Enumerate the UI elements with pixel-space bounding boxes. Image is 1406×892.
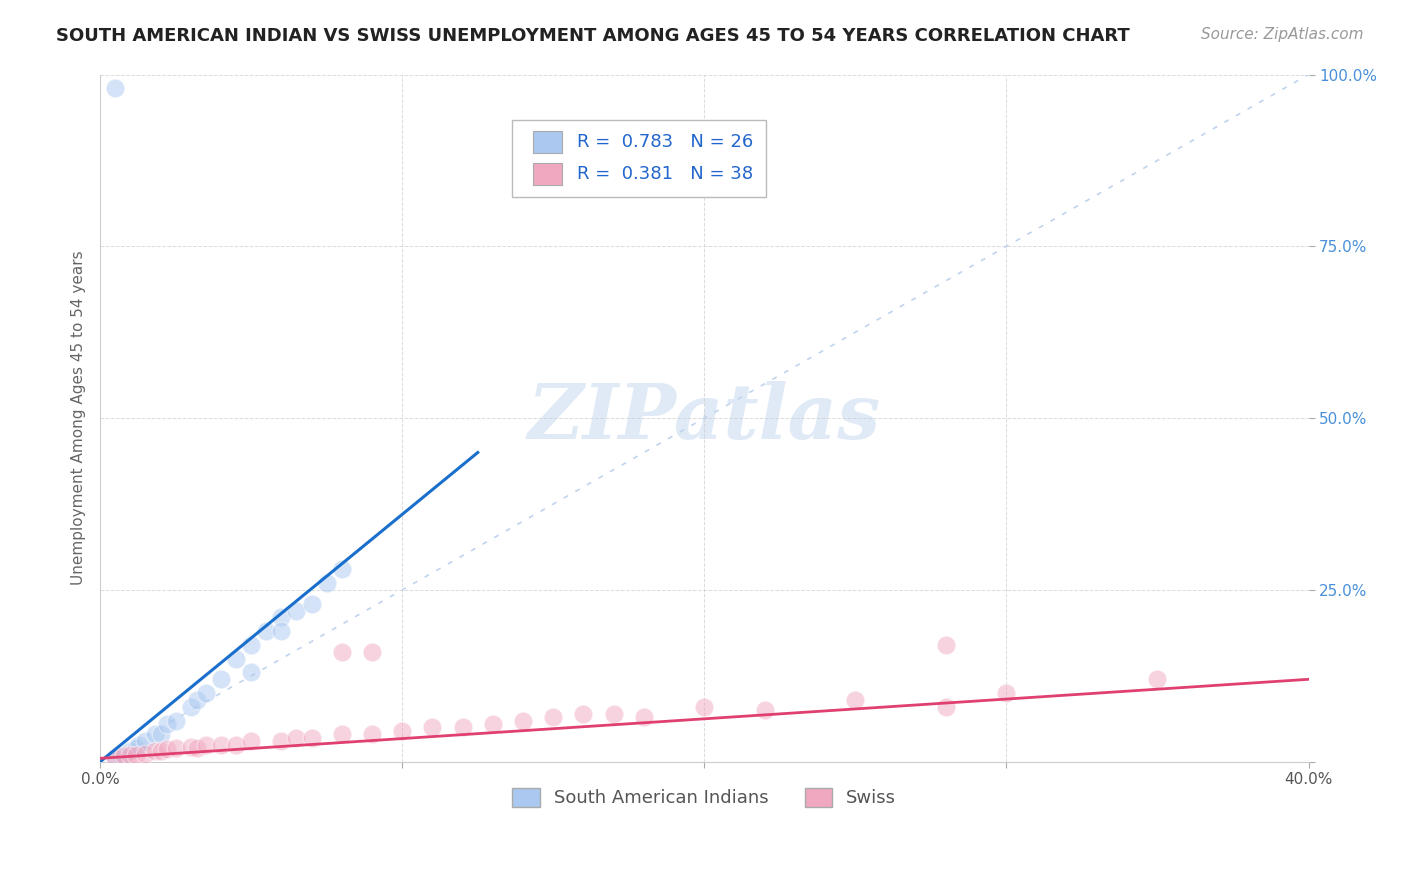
Point	[330, 562, 353, 576]
Legend: South American Indians, Swiss: South American Indians, Swiss	[505, 780, 904, 814]
Point	[602, 706, 624, 721]
Point	[693, 699, 716, 714]
Point	[155, 717, 177, 731]
Point	[240, 638, 263, 652]
Y-axis label: Unemployment Among Ages 45 to 54 years: Unemployment Among Ages 45 to 54 years	[72, 251, 86, 585]
Point	[330, 727, 353, 741]
Point	[134, 747, 156, 761]
Point	[149, 744, 172, 758]
Point	[301, 597, 323, 611]
Point	[194, 686, 217, 700]
Point	[225, 738, 247, 752]
Point	[935, 699, 957, 714]
Point	[209, 673, 232, 687]
Point	[633, 710, 655, 724]
Point	[935, 638, 957, 652]
Point	[125, 747, 148, 762]
Point	[209, 738, 232, 752]
Point	[512, 714, 534, 728]
Point	[361, 727, 384, 741]
Point	[143, 727, 166, 741]
Point	[104, 81, 127, 95]
Point	[165, 714, 187, 728]
Point	[482, 717, 505, 731]
Point	[285, 604, 308, 618]
Point	[165, 741, 187, 756]
Point	[104, 751, 127, 765]
Point	[128, 738, 150, 752]
Point	[194, 738, 217, 752]
Point	[240, 734, 263, 748]
Point	[180, 739, 202, 754]
Point	[422, 720, 444, 734]
Point	[134, 734, 156, 748]
Point	[143, 744, 166, 758]
Point	[186, 741, 208, 756]
Point	[155, 742, 177, 756]
Point	[285, 731, 308, 745]
Point	[572, 706, 595, 721]
Point	[1146, 673, 1168, 687]
Point	[995, 686, 1018, 700]
Text: SOUTH AMERICAN INDIAN VS SWISS UNEMPLOYMENT AMONG AGES 45 TO 54 YEARS CORRELATIO: SOUTH AMERICAN INDIAN VS SWISS UNEMPLOYM…	[56, 27, 1130, 45]
Point	[844, 693, 866, 707]
Point	[361, 645, 384, 659]
Point	[186, 693, 208, 707]
Point	[451, 720, 474, 734]
Point	[391, 723, 413, 738]
Point	[330, 645, 353, 659]
Point	[225, 651, 247, 665]
Point	[110, 749, 132, 764]
Point	[301, 731, 323, 745]
Text: ZIPatlas: ZIPatlas	[527, 381, 882, 455]
Text: R =  0.783   N = 26: R = 0.783 N = 26	[576, 133, 752, 151]
Point	[754, 703, 776, 717]
Point	[254, 624, 277, 639]
Point	[125, 741, 148, 756]
Point	[315, 576, 337, 591]
Point	[120, 744, 142, 758]
Point	[149, 727, 172, 741]
Point	[120, 747, 142, 762]
Point	[543, 710, 565, 724]
Point	[180, 699, 202, 714]
Point	[270, 734, 292, 748]
Point	[270, 610, 292, 624]
Point	[104, 751, 127, 765]
Text: Source: ZipAtlas.com: Source: ZipAtlas.com	[1201, 27, 1364, 42]
Text: R =  0.381   N = 38: R = 0.381 N = 38	[576, 165, 752, 183]
Point	[270, 624, 292, 639]
Point	[112, 747, 135, 762]
Point	[240, 665, 263, 680]
Point	[112, 749, 135, 764]
